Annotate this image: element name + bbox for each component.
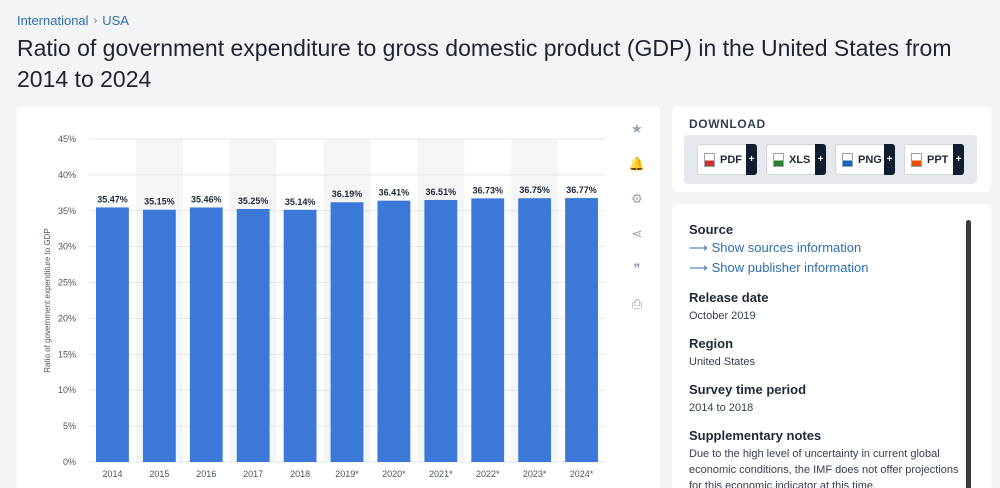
info-scrollbar[interactable]: [966, 220, 971, 488]
survey-period-value: 2014 to 2018: [689, 402, 754, 414]
y-tick-label: 20%: [58, 313, 76, 323]
data-label: 36.75%: [519, 185, 550, 195]
x-tick-label: 2022*: [476, 469, 500, 479]
show-sources-link[interactable]: ⟶ Show sources information: [689, 238, 959, 258]
plus-icon[interactable]: +: [953, 144, 964, 175]
bar: [424, 199, 458, 462]
y-axis-title: Ratio of government expenditure to GDP: [43, 228, 52, 373]
bar: [236, 208, 270, 462]
x-tick-label: 2015: [149, 469, 169, 479]
x-tick-label: 2016: [196, 469, 216, 479]
plus-icon[interactable]: +: [815, 144, 826, 175]
breadcrumb-separator: ›: [93, 14, 98, 27]
gear-icon[interactable]: ⚙: [622, 184, 652, 214]
region-heading: Region: [689, 336, 734, 351]
bar: [142, 209, 176, 462]
download-pdf-button[interactable]: PDF +: [697, 144, 757, 175]
y-tick-label: 35%: [58, 206, 76, 216]
x-tick-label: 2014: [102, 469, 122, 479]
y-tick-label: 15%: [58, 349, 76, 359]
share-icon[interactable]: ⋖: [622, 219, 652, 249]
bar: [96, 207, 129, 462]
download-label: XLS: [789, 153, 811, 166]
bar: [330, 202, 364, 463]
bell-icon[interactable]: 🔔: [622, 149, 652, 179]
y-tick-label: 5%: [63, 421, 76, 431]
notes-heading: Supplementary notes: [689, 428, 822, 443]
download-label: PDF: [720, 153, 742, 166]
breadcrumb: International › USA: [17, 13, 129, 28]
survey-period-heading: Survey time period: [689, 382, 807, 397]
data-label: 35.25%: [238, 196, 269, 206]
data-label: 36.51%: [426, 187, 457, 197]
breadcrumb-usa[interactable]: USA: [102, 13, 129, 28]
x-tick-label: 2024*: [570, 469, 594, 479]
show-publisher-link[interactable]: ⟶ Show publisher information: [689, 258, 959, 278]
show-publisher-label: Show publisher information: [711, 260, 869, 275]
x-tick-label: 2017: [243, 469, 263, 479]
y-tick-label: 45%: [58, 134, 76, 144]
data-label: 36.41%: [379, 188, 410, 198]
bar: [565, 198, 598, 462]
show-sources-label: Show sources information: [711, 240, 862, 255]
bar: [283, 209, 317, 462]
arrow-right-icon: ⟶: [689, 240, 708, 255]
bar: [189, 207, 223, 462]
download-label: PNG: [858, 153, 882, 166]
download-ppt-button[interactable]: PPT +: [904, 144, 964, 175]
plus-icon[interactable]: +: [746, 144, 757, 175]
x-tick-label: 2020*: [382, 469, 406, 479]
breadcrumb-international[interactable]: International: [17, 13, 89, 28]
download-label: PPT: [927, 153, 949, 166]
download-bar: PDF + XLS + PNG + PPT +: [684, 135, 977, 184]
print-icon[interactable]: ⎙: [622, 289, 652, 319]
release-date-value: October 2019: [689, 310, 756, 322]
x-tick-label: 2018: [290, 469, 310, 479]
bar: [518, 198, 552, 462]
y-tick-label: 25%: [58, 278, 76, 288]
x-tick-label: 2019*: [335, 469, 359, 479]
download-xls-button[interactable]: XLS +: [766, 144, 826, 175]
bar: [377, 200, 411, 462]
release-date-heading: Release date: [689, 290, 769, 305]
data-label: 35.14%: [285, 197, 316, 207]
y-tick-label: 0%: [63, 457, 76, 467]
y-tick-label: 40%: [58, 170, 76, 180]
data-label: 35.46%: [191, 194, 222, 204]
chart-card: 0% 5% 10% 15% 20% 25% 30% 35% 40% 45% Ratio of gov…: [17, 106, 660, 488]
quote-icon[interactable]: ❞: [622, 254, 652, 284]
chart-tools: ★ 🔔 ⚙ ⋖ ❞ ⎙: [622, 114, 652, 324]
download-panel: DOWNLOAD PDF + XLS + PNG + PPT +: [672, 106, 991, 192]
download-title: DOWNLOAD: [689, 117, 766, 131]
y-tick-label: 10%: [58, 385, 76, 395]
data-label: 35.47%: [97, 194, 128, 204]
bar-chart: 0% 5% 10% 15% 20% 25% 30% 35% 40% 45% Ratio of gov…: [43, 134, 605, 479]
x-tick-label: 2021*: [429, 469, 453, 479]
y-tick-label: 30%: [58, 242, 76, 252]
page-title: Ratio of government expenditure to gross…: [17, 35, 952, 92]
ppt-file-icon: [911, 152, 922, 167]
plus-icon[interactable]: +: [884, 144, 895, 175]
arrow-right-icon: ⟶: [689, 260, 708, 275]
x-tick-label: 2023*: [523, 469, 547, 479]
data-label: 35.15%: [144, 197, 175, 207]
info-panel: Source ⟶ Show sources information ⟶ Show p…: [672, 204, 991, 488]
bar: [471, 198, 505, 462]
data-label: 36.73%: [472, 185, 503, 195]
source-heading: Source: [689, 222, 734, 237]
download-png-button[interactable]: PNG +: [835, 144, 895, 175]
notes-value: Due to the high level of uncertainty in …: [689, 448, 959, 488]
pdf-file-icon: [704, 152, 715, 167]
png-file-icon: [842, 152, 853, 167]
star-icon[interactable]: ★: [622, 114, 652, 144]
data-label: 36.77%: [566, 185, 597, 195]
xls-file-icon: [773, 152, 784, 167]
region-value: United States: [689, 356, 756, 368]
data-label: 36.19%: [332, 189, 363, 199]
